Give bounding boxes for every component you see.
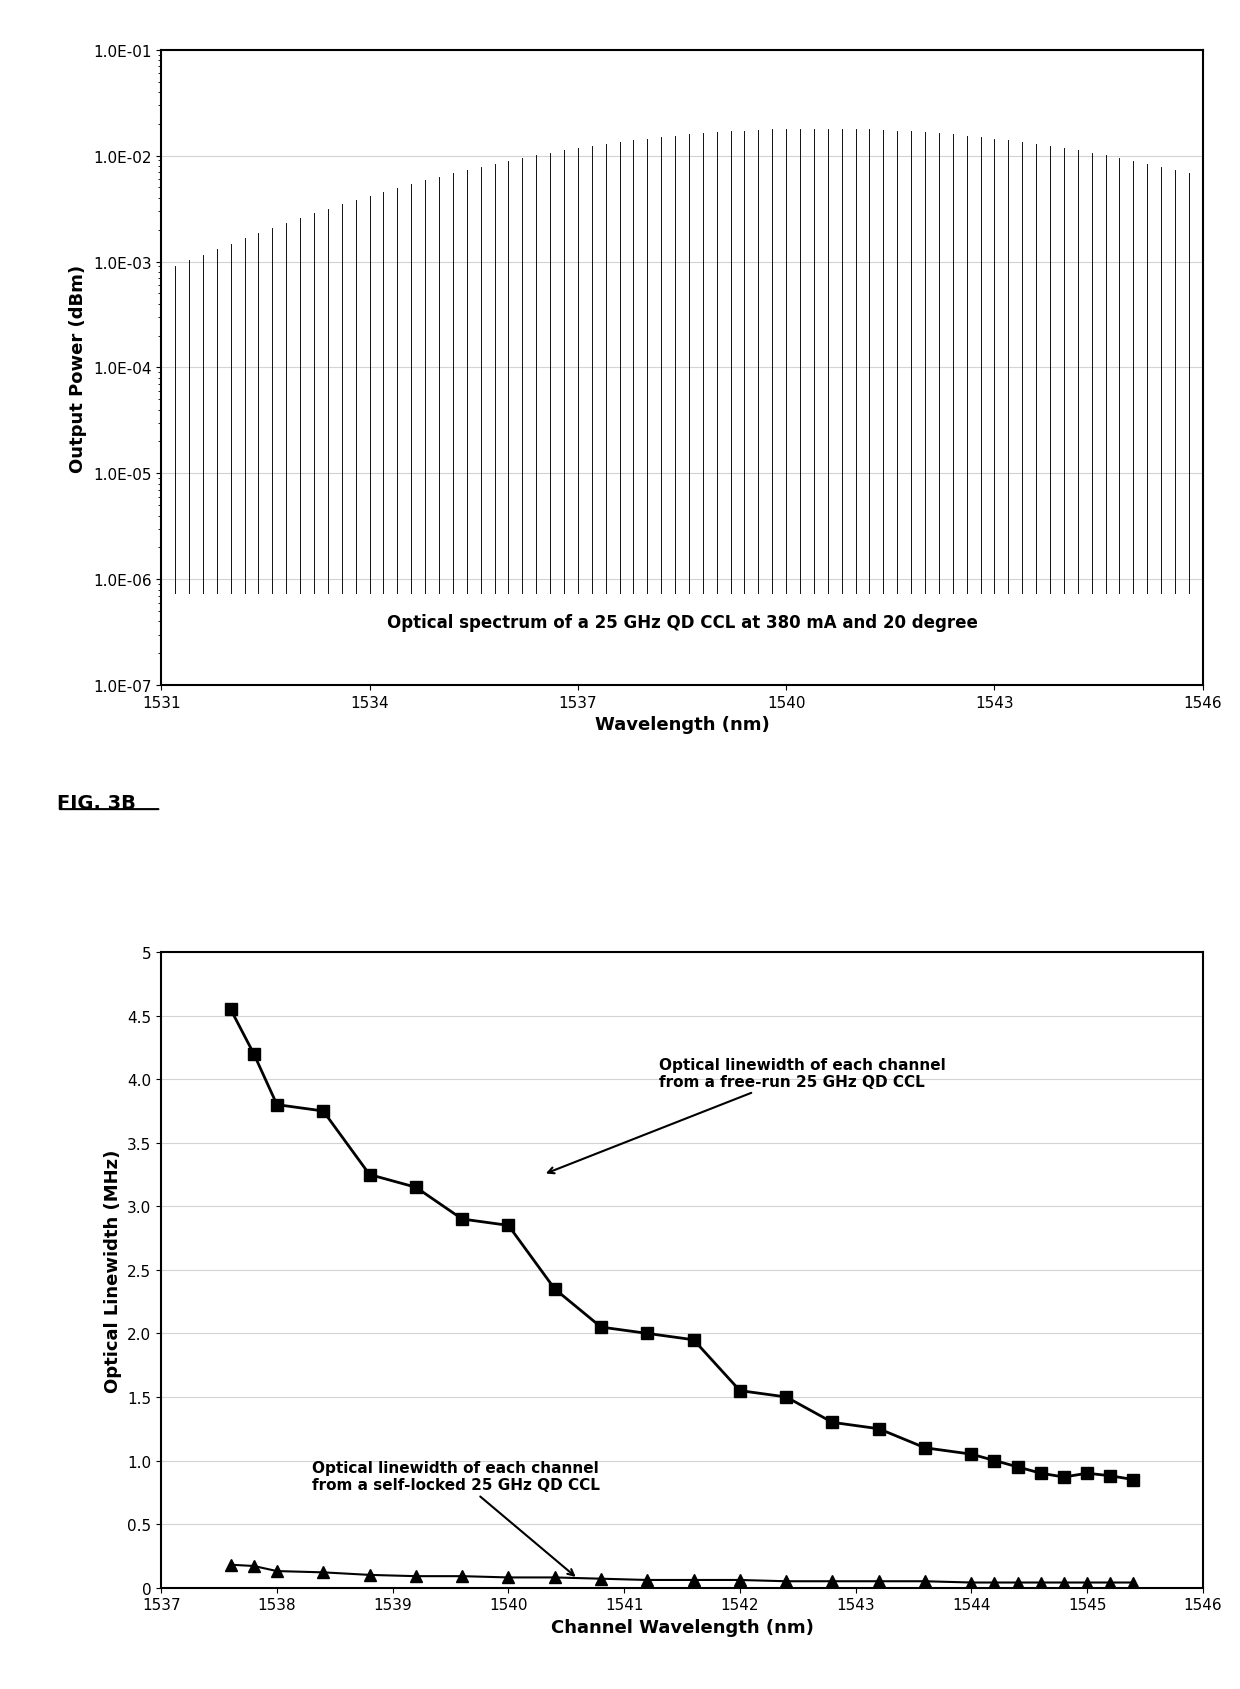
X-axis label: Wavelength (nm): Wavelength (nm) — [595, 716, 769, 735]
X-axis label: Channel Wavelength (nm): Channel Wavelength (nm) — [551, 1618, 813, 1637]
Text: FIG. 3B: FIG. 3B — [57, 794, 136, 812]
Y-axis label: Output Power (dBm): Output Power (dBm) — [69, 263, 87, 473]
Text: Optical linewidth of each channel
from a free-run 25 GHz QD CCL: Optical linewidth of each channel from a… — [548, 1057, 946, 1174]
Text: Optical spectrum of a 25 GHz QD CCL at 380 mA and 20 degree: Optical spectrum of a 25 GHz QD CCL at 3… — [387, 613, 977, 632]
Text: Optical linewidth of each channel
from a self-locked 25 GHz QD CCL: Optical linewidth of each channel from a… — [311, 1459, 599, 1576]
Y-axis label: Optical Linewidth (MHz): Optical Linewidth (MHz) — [104, 1149, 122, 1392]
